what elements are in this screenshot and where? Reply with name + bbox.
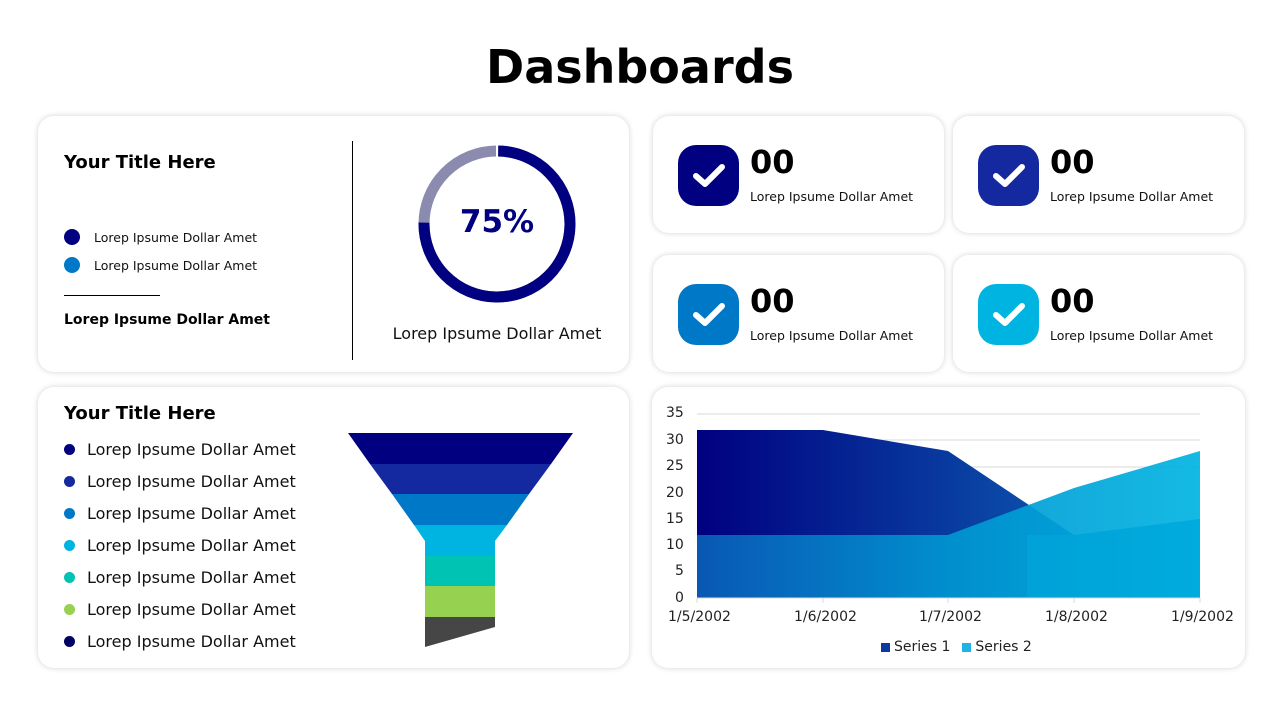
y-tick: 0: [675, 590, 684, 606]
legend-dot-icon: [64, 604, 75, 615]
funnel-band: [348, 433, 573, 464]
summary-legend-item: Lorep Ipsume Dollar Amet: [64, 229, 257, 245]
stat-card: 00 Lorep Ipsume Dollar Amet: [953, 255, 1244, 372]
legend-dot-icon: [64, 636, 75, 647]
funnel-graphic: [348, 433, 573, 647]
area-chart-card: 35 30 25 20 15 10 5 0 1/5/2002 1/6/2002 …: [652, 387, 1245, 668]
funnel-band: [425, 617, 495, 647]
divider: [64, 295, 160, 296]
check-icon: [978, 284, 1039, 345]
stat-label: Lorep Ipsume Dollar Amet: [1050, 189, 1214, 204]
funnel-legend-item: Lorep Ipsume Dollar Amet: [64, 632, 296, 651]
donut-caption: Lorep Ipsume Dollar Amet: [392, 324, 602, 343]
legend-dot-icon: [64, 229, 80, 245]
funnel-legend-item: Lorep Ipsume Dollar Amet: [64, 536, 296, 555]
funnel-legend-item: Lorep Ipsume Dollar Amet: [64, 472, 296, 491]
stat-card: 00 Lorep Ipsume Dollar Amet: [653, 255, 944, 372]
x-tick: 1/9/2002: [1171, 609, 1234, 625]
funnel-legend-item: Lorep Ipsume Dollar Amet: [64, 440, 296, 459]
legend-dot-icon: [64, 476, 75, 487]
legend-dot-icon: [64, 508, 75, 519]
y-tick: 15: [666, 511, 684, 527]
page-title: Dashboards: [486, 40, 794, 94]
stat-card: 00 Lorep Ipsume Dollar Amet: [653, 116, 944, 233]
donut-chart: [418, 145, 576, 303]
stat-value: 00: [750, 282, 795, 320]
x-tick: 1/6/2002: [794, 609, 857, 625]
funnel-band: [425, 556, 495, 586]
funnel-band: [425, 586, 495, 617]
funnel-band: [370, 464, 551, 494]
chart-legend: Series 1 Series 2: [881, 639, 1032, 655]
y-tick: 10: [666, 537, 684, 553]
funnel-legend-item: Lorep Ipsume Dollar Amet: [64, 504, 296, 523]
stat-label: Lorep Ipsume Dollar Amet: [1050, 328, 1214, 343]
stat-label: Lorep Ipsume Dollar Amet: [750, 328, 914, 343]
legend-dot-icon: [64, 257, 80, 273]
check-icon: [978, 145, 1039, 206]
area-chart: [696, 413, 1201, 603]
legend-swatch-icon: [881, 642, 890, 652]
y-tick: 5: [675, 563, 684, 579]
funnel-legend-item: Lorep Ipsume Dollar Amet: [64, 600, 296, 619]
legend-dot-icon: [64, 572, 75, 583]
check-icon: [678, 145, 739, 206]
stat-card: 00 Lorep Ipsume Dollar Amet: [953, 116, 1244, 233]
x-tick: 1/8/2002: [1045, 609, 1108, 625]
legend-swatch-icon: [962, 642, 972, 652]
y-tick: 30: [666, 432, 684, 448]
legend-dot-icon: [64, 444, 75, 455]
summary-legend-item: Lorep Ipsume Dollar Amet: [64, 257, 257, 273]
funnel-card: Your Title Here Lorep Ipsume Dollar Amet…: [38, 387, 629, 668]
stat-value: 00: [1050, 143, 1095, 181]
funnel-card-title: Your Title Here: [64, 403, 216, 424]
y-tick: 25: [666, 458, 684, 474]
x-tick: 1/7/2002: [919, 609, 982, 625]
summary-card: Your Title Here Lorep Ipsume Dollar Amet…: [38, 116, 629, 372]
stat-label: Lorep Ipsume Dollar Amet: [750, 189, 914, 204]
funnel-band: [392, 494, 529, 525]
funnel-band: [414, 525, 507, 556]
y-tick: 35: [666, 405, 684, 421]
stat-value: 00: [1050, 282, 1095, 320]
legend-dot-icon: [64, 540, 75, 551]
summary-footer-label: Lorep Ipsume Dollar Amet: [64, 312, 270, 328]
funnel-legend-item: Lorep Ipsume Dollar Amet: [64, 568, 296, 587]
x-tick: 1/5/2002: [668, 609, 731, 625]
summary-card-title: Your Title Here: [64, 152, 216, 173]
donut-value-label: 75%: [459, 204, 535, 240]
stat-value: 00: [750, 143, 795, 181]
vertical-divider: [352, 141, 353, 360]
y-tick: 20: [666, 485, 684, 501]
check-icon: [678, 284, 739, 345]
